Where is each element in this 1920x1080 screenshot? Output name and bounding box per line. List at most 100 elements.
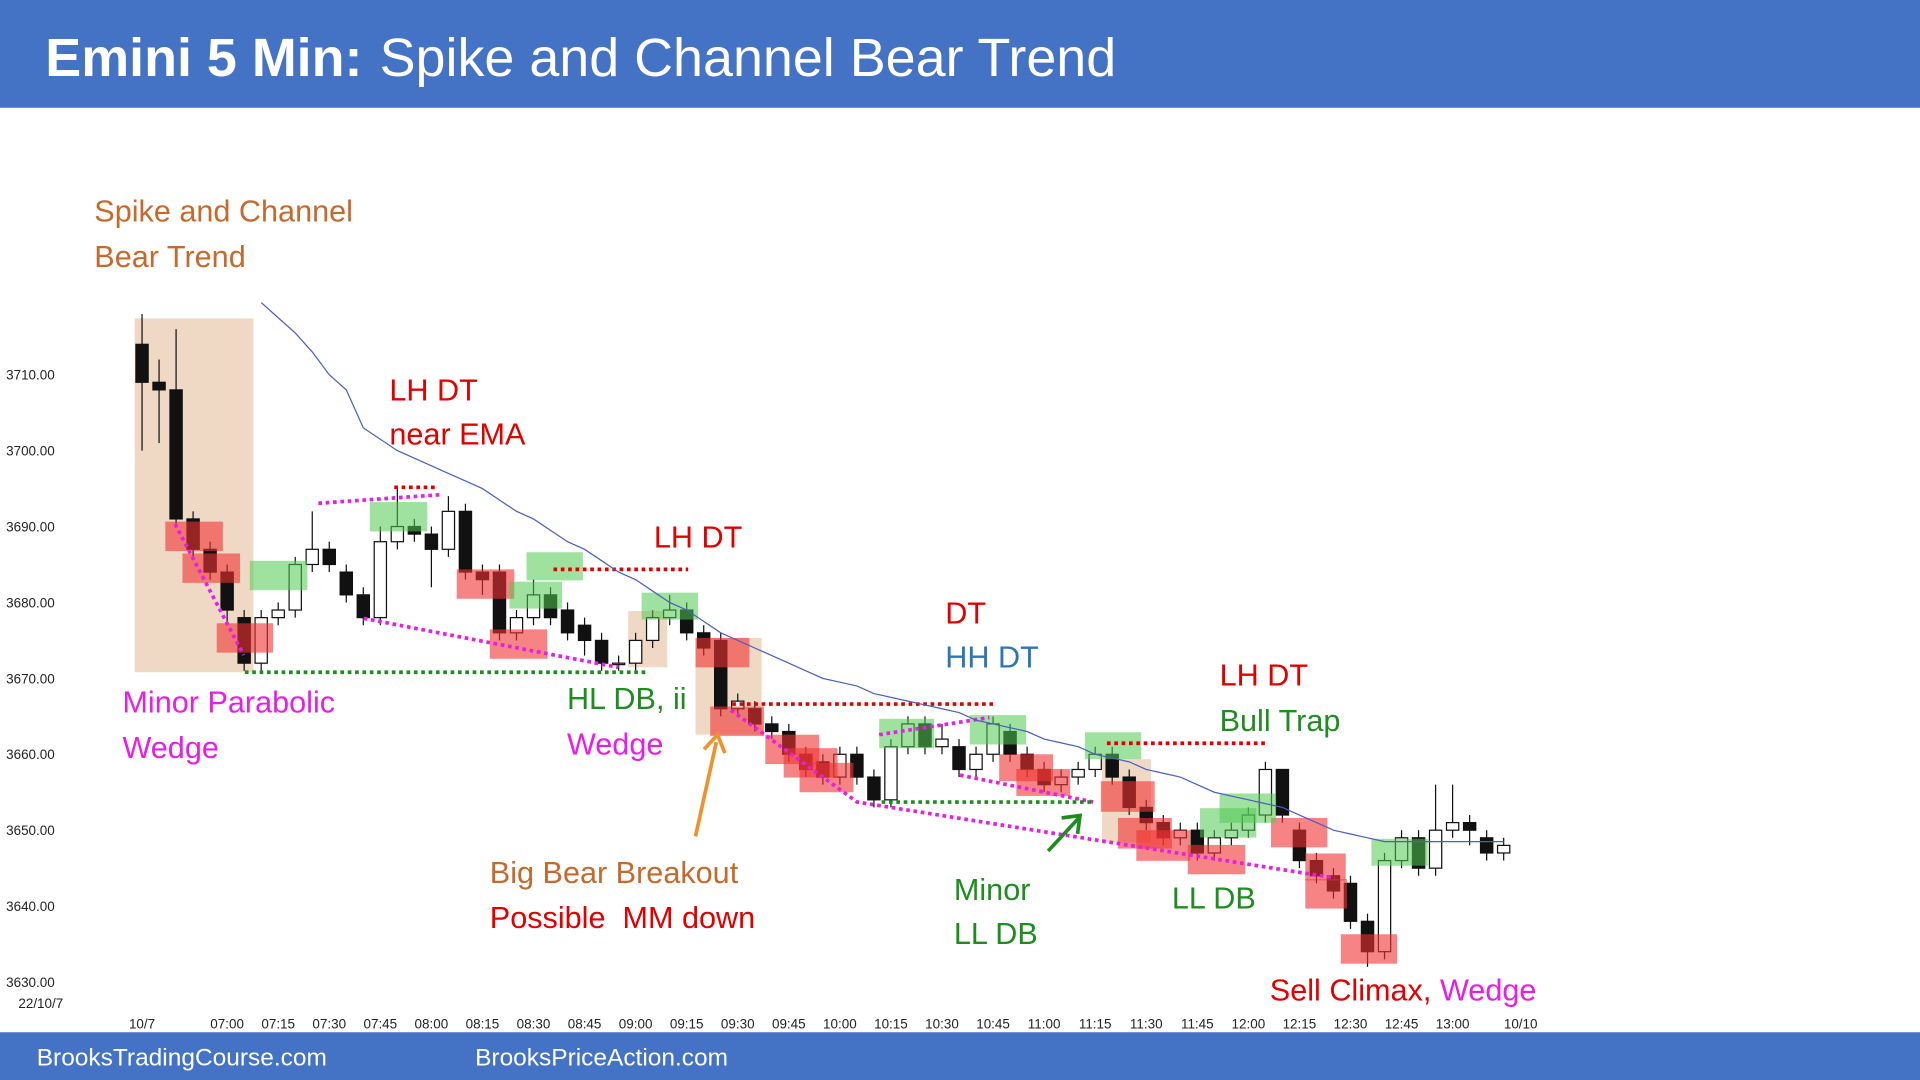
candle-body bbox=[1479, 837, 1494, 854]
candle-body bbox=[765, 723, 779, 733]
wedge-line bbox=[959, 773, 1094, 804]
bear-highlight bbox=[1305, 879, 1347, 909]
y-tick-label: 3640.00 bbox=[6, 899, 55, 914]
arrow bbox=[1046, 816, 1081, 853]
annotation: Wedge bbox=[122, 731, 218, 765]
annotation: Sell Climax, Wedge bbox=[1270, 973, 1537, 1007]
wedge-line bbox=[363, 616, 619, 670]
bear-highlight bbox=[216, 623, 274, 653]
title: Emini 5 Min: bbox=[45, 28, 362, 88]
header-title: Emini 5 Min: Spike and Channel Bear Trend bbox=[45, 28, 1116, 88]
candle-body bbox=[969, 753, 983, 771]
x-tick-label: 11:15 bbox=[1079, 1017, 1112, 1032]
candle-body bbox=[441, 510, 456, 550]
highlight-zone bbox=[134, 318, 254, 673]
y-tick-label: 3650.00 bbox=[6, 823, 55, 838]
x-tick-label: 12:00 bbox=[1232, 1017, 1266, 1032]
header-bar bbox=[0, 0, 1920, 108]
annotation: LL DB bbox=[1172, 882, 1256, 916]
candle-body bbox=[152, 381, 166, 391]
annotation: Spike and Channel bbox=[94, 195, 353, 229]
x-tick-label: 11:45 bbox=[1181, 1017, 1214, 1032]
candle-body bbox=[935, 738, 949, 748]
y-tick-label: 3680.00 bbox=[6, 595, 55, 610]
annotation: LH DT bbox=[1220, 659, 1308, 693]
bull-highlight bbox=[1084, 732, 1142, 760]
candle-body bbox=[1428, 829, 1443, 869]
x-tick-label: 07:00 bbox=[210, 1017, 244, 1032]
candle-body bbox=[169, 389, 183, 520]
bear-highlight bbox=[1100, 781, 1155, 812]
annotation: Wedge bbox=[1440, 973, 1536, 1007]
annotation: Wedge bbox=[567, 727, 663, 761]
x-tick-label: 12:15 bbox=[1283, 1017, 1317, 1032]
x-tick-label: 07:15 bbox=[261, 1017, 295, 1032]
candle-body bbox=[1275, 768, 1290, 816]
candle-body bbox=[611, 662, 626, 666]
bear-highlight bbox=[695, 637, 750, 668]
x-tick-label: 08:15 bbox=[466, 1017, 500, 1032]
candle-body bbox=[1071, 768, 1085, 778]
candle-body bbox=[339, 571, 354, 596]
candle-body bbox=[424, 533, 439, 550]
annotation: near EMA bbox=[389, 417, 526, 451]
bear-highlight bbox=[1187, 844, 1246, 875]
annotation: Big Bear Breakout bbox=[490, 856, 739, 890]
x-tick-label: 10:30 bbox=[925, 1017, 959, 1032]
annotation: HH DT bbox=[945, 640, 1039, 674]
candle-body bbox=[560, 609, 575, 634]
candle-body bbox=[356, 594, 371, 619]
x-tick-label: 07:45 bbox=[363, 1017, 397, 1032]
footer-link: BrooksPriceAction.com bbox=[475, 1044, 728, 1071]
x-tick-label: 12:45 bbox=[1385, 1017, 1419, 1032]
bull-highlight bbox=[369, 502, 428, 532]
bear-highlight bbox=[165, 521, 223, 552]
arrow-head bbox=[702, 731, 727, 754]
candle-body bbox=[628, 639, 643, 664]
candle-body bbox=[305, 548, 319, 566]
bull-highlight bbox=[526, 552, 583, 581]
bull-highlight bbox=[509, 581, 563, 609]
footer-link: BrooksTradingCourse.com bbox=[37, 1044, 327, 1071]
y-tick-label: 3700.00 bbox=[6, 444, 55, 459]
candle-body bbox=[373, 541, 388, 619]
x-tick-label: 12:30 bbox=[1334, 1017, 1368, 1032]
x-tick-label: 09:15 bbox=[670, 1017, 704, 1032]
x-tick-label: 10/7 bbox=[129, 1017, 155, 1032]
wedge-line bbox=[729, 708, 1335, 880]
candle-body bbox=[884, 746, 898, 801]
x-tick-label: 10:00 bbox=[823, 1017, 857, 1032]
candle-body bbox=[952, 746, 966, 771]
wedge-line bbox=[173, 523, 246, 656]
x-tick-label: 08:30 bbox=[517, 1017, 551, 1032]
x-tick-label: 09:30 bbox=[721, 1017, 755, 1032]
candle-body bbox=[322, 548, 336, 566]
footer-bar bbox=[0, 1032, 1920, 1080]
arrow-head bbox=[1061, 813, 1083, 835]
annotation: Minor bbox=[954, 873, 1031, 907]
candle-body bbox=[867, 776, 881, 801]
x-tick-label: 10/10 bbox=[1504, 1017, 1538, 1032]
bear-highlight bbox=[1340, 934, 1398, 964]
bull-highlight bbox=[1219, 793, 1276, 823]
y-tick-label: 3670.00 bbox=[6, 671, 55, 686]
x-tick-label: 13:00 bbox=[1436, 1017, 1470, 1032]
bear-highlight bbox=[489, 629, 548, 659]
bear-highlight bbox=[710, 706, 765, 736]
annotation: LH DT bbox=[654, 520, 742, 554]
candle-body bbox=[577, 624, 592, 642]
x-tick-label: 08:45 bbox=[568, 1017, 602, 1032]
x-tick-label: 08:00 bbox=[415, 1017, 449, 1032]
annotation: Bull Trap bbox=[1220, 704, 1341, 738]
x-tick-label: 07:30 bbox=[312, 1017, 346, 1032]
annotation: Minor Parabolic bbox=[122, 686, 335, 720]
annotation: Bear Trend bbox=[94, 240, 245, 274]
x-tick-label: 11:00 bbox=[1028, 1017, 1061, 1032]
annotation: DT bbox=[945, 596, 986, 630]
candle-body bbox=[135, 343, 149, 383]
annotation: HL DB, ii bbox=[567, 682, 687, 716]
candle-body bbox=[1462, 821, 1477, 831]
bull-highlight bbox=[249, 560, 308, 591]
date-label: 22/10/7 bbox=[18, 996, 63, 1011]
